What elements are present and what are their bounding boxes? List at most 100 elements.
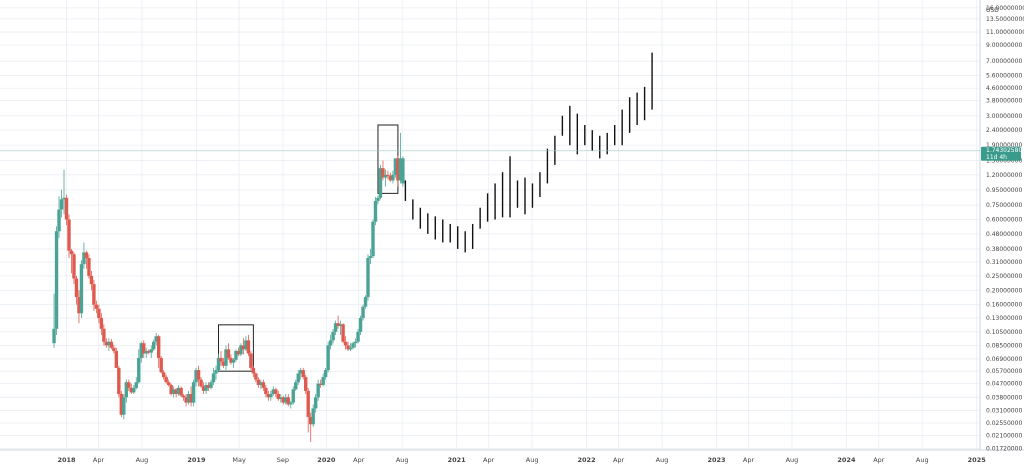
candle bbox=[308, 412, 313, 442]
candle-body bbox=[376, 197, 380, 201]
candle-body bbox=[289, 402, 293, 405]
candle bbox=[64, 194, 69, 226]
candle-body bbox=[356, 331, 360, 342]
candle-body bbox=[109, 341, 114, 348]
candle-body bbox=[169, 384, 173, 395]
time-tick-label: Sep bbox=[277, 456, 289, 464]
candle bbox=[112, 344, 116, 354]
candle-body bbox=[368, 256, 373, 259]
candle-body bbox=[363, 297, 368, 307]
candle bbox=[393, 158, 398, 178]
candle-body bbox=[254, 373, 258, 380]
price-tick-label: 0.13000000 bbox=[986, 315, 1022, 322]
candle-body bbox=[179, 387, 183, 396]
price-tick-label: 0.10500000 bbox=[986, 329, 1022, 336]
candle-body bbox=[84, 252, 89, 259]
candle-body bbox=[274, 389, 278, 395]
price-tick-label: 0.02100000 bbox=[986, 433, 1022, 440]
price-tick-label: 1.50000000 bbox=[986, 157, 1022, 164]
time-tick-label: 2018 bbox=[57, 456, 76, 464]
candle-body bbox=[383, 174, 388, 178]
price-tick-label: 0.31000000 bbox=[986, 259, 1022, 266]
candle-body bbox=[224, 349, 228, 366]
candle bbox=[92, 279, 96, 312]
candle bbox=[102, 324, 106, 346]
candle bbox=[144, 347, 148, 358]
price-axis[interactable]: USD 16.00000000 13.50000000 11.00000000 9.0… bbox=[986, 5, 1024, 452]
candle bbox=[221, 357, 226, 368]
candle-body bbox=[398, 158, 403, 181]
candle bbox=[134, 377, 138, 390]
candle bbox=[82, 242, 86, 269]
candle bbox=[137, 349, 141, 384]
candle-body bbox=[236, 350, 241, 355]
candle bbox=[266, 390, 271, 401]
candle bbox=[54, 226, 59, 335]
candle-body bbox=[343, 341, 348, 346]
candle-body bbox=[69, 250, 74, 255]
candle bbox=[114, 347, 119, 368]
candle-body bbox=[388, 175, 393, 181]
candle bbox=[368, 248, 373, 265]
candle bbox=[171, 386, 176, 398]
candle bbox=[62, 169, 66, 215]
candle-body bbox=[261, 382, 266, 388]
candle bbox=[378, 164, 383, 200]
time-tick-label: Aug bbox=[526, 456, 539, 464]
candle-body bbox=[338, 324, 343, 326]
candle-body bbox=[161, 372, 166, 378]
candle-body bbox=[249, 353, 253, 368]
time-tick-label: 2024 bbox=[837, 456, 856, 464]
price-tick-label: 0.01720000 bbox=[986, 445, 1022, 452]
time-tick-label: May bbox=[232, 456, 246, 464]
candle bbox=[356, 328, 360, 344]
candle-body bbox=[77, 297, 81, 314]
candle bbox=[142, 340, 146, 358]
price-tick-label: 0.06900000 bbox=[986, 356, 1022, 363]
price-tick-label: 13.50000000 bbox=[986, 16, 1024, 23]
candle-body bbox=[381, 168, 385, 178]
candle-body bbox=[348, 347, 353, 350]
candle-body bbox=[79, 264, 84, 314]
candle-body bbox=[156, 336, 161, 358]
candle bbox=[361, 304, 365, 321]
candle bbox=[229, 354, 233, 365]
price-tick-label: 0.25000000 bbox=[986, 273, 1022, 280]
candle-body bbox=[306, 390, 310, 417]
candle bbox=[279, 394, 283, 403]
candle-body bbox=[259, 382, 263, 385]
candle bbox=[231, 357, 236, 368]
candle bbox=[291, 386, 295, 405]
candle bbox=[109, 338, 114, 350]
candle bbox=[366, 254, 370, 301]
candle bbox=[154, 333, 158, 346]
candle-body bbox=[358, 318, 363, 332]
candle-body bbox=[59, 199, 64, 210]
candle-body bbox=[99, 318, 104, 329]
candle-body bbox=[333, 323, 338, 332]
candle bbox=[343, 336, 348, 350]
candle-body bbox=[199, 379, 203, 387]
candle-body bbox=[67, 219, 71, 251]
candle-body bbox=[142, 343, 146, 354]
candle-body bbox=[326, 345, 330, 371]
time-tick-label: Apr bbox=[873, 456, 885, 464]
time-axis[interactable]: 2018 Apr Aug 2019 May Sep 2020 Apr Aug 2021 Apr Aug… bbox=[57, 456, 986, 464]
price-tick-label: 4.60000000 bbox=[986, 85, 1022, 92]
candle-body bbox=[284, 397, 288, 403]
candle bbox=[139, 341, 143, 363]
candle bbox=[299, 367, 303, 380]
candle-body bbox=[251, 367, 256, 374]
candle bbox=[254, 372, 258, 383]
candle-body bbox=[186, 394, 191, 403]
candle-body bbox=[139, 343, 143, 358]
candle-body bbox=[296, 373, 300, 383]
candle-body bbox=[216, 357, 221, 371]
candle bbox=[321, 373, 325, 387]
candle-body bbox=[323, 370, 328, 378]
candle-body bbox=[239, 345, 243, 355]
candle bbox=[99, 313, 104, 335]
candle-body bbox=[294, 382, 298, 390]
